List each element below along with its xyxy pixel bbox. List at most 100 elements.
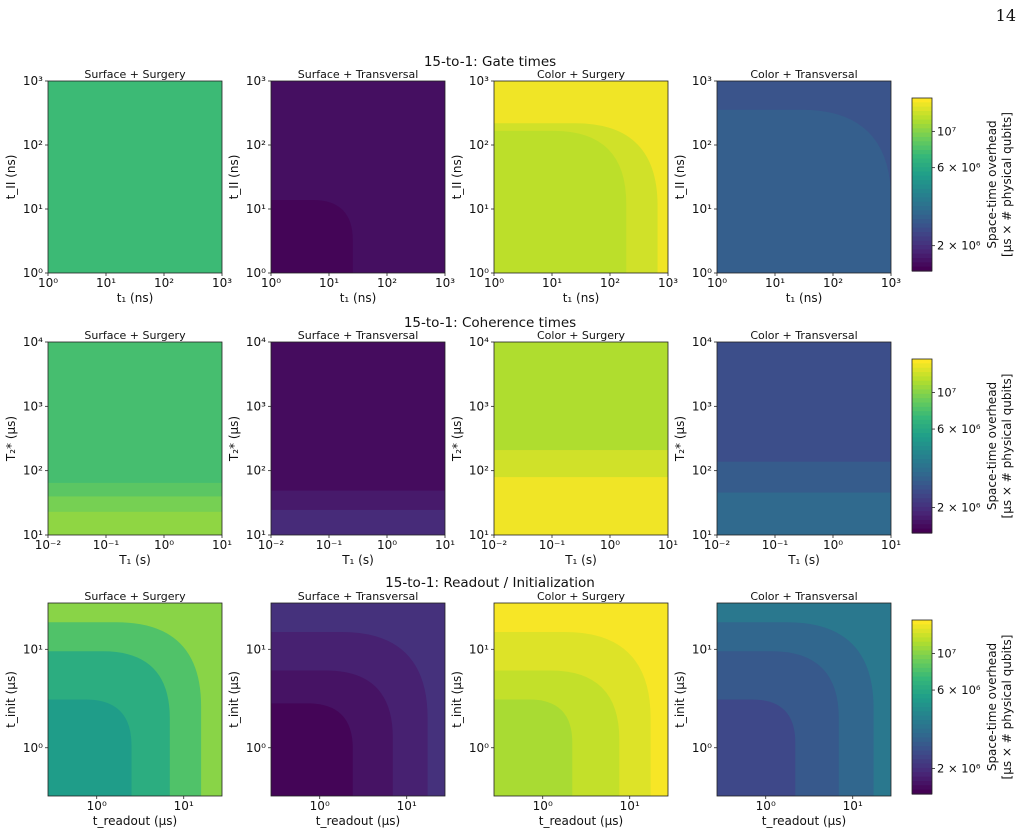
colorbar-frame — [911, 97, 933, 272]
x-axis-label: T₁ (s) — [118, 553, 151, 567]
heatmap-region — [494, 130, 627, 273]
colorbar-segment — [912, 785, 932, 791]
y-tick-label: 10¹ — [692, 528, 712, 542]
x-tick-label: 10¹ — [658, 538, 678, 552]
y-tick-label: 10⁰ — [23, 266, 43, 280]
colorbar-segment — [912, 789, 932, 795]
page-number: 14 — [995, 6, 1016, 25]
x-axis-label: T₁ (s) — [787, 553, 820, 567]
x-tick-label: 10³ — [212, 276, 232, 290]
heatmap-region — [271, 703, 353, 796]
colorbar-segment — [912, 620, 932, 625]
colorbar-segment — [912, 715, 932, 721]
colorbar-segment — [912, 493, 932, 499]
y-tick-label: 10² — [246, 138, 266, 152]
colorbar-segment — [912, 210, 932, 216]
y-tick-label: 10⁰ — [246, 266, 266, 280]
colorbar-segment — [912, 132, 932, 138]
colorbar-segment — [912, 110, 932, 116]
colorbar-segment — [912, 201, 932, 207]
y-tick-label: 10³ — [469, 74, 489, 88]
colorbar-segment — [912, 141, 932, 147]
colorbar-segment — [912, 685, 932, 691]
y-axis-label: t_II (ns) — [450, 155, 464, 200]
x-tick-label: 10¹ — [212, 538, 232, 552]
x-tick-label: 10⁰ — [756, 799, 776, 813]
x-tick-label: 10⁰ — [533, 799, 553, 813]
panel-frame — [47, 602, 223, 797]
colorbar-segment — [912, 214, 932, 220]
x-axis-label: t_readout (μs) — [93, 814, 177, 828]
x-tick-label: 10² — [600, 276, 620, 290]
y-axis-label: t_II (ns) — [673, 155, 687, 200]
x-axis-label: t_readout (μs) — [762, 814, 846, 828]
y-tick-label: 10² — [23, 138, 43, 152]
colorbar-segment — [912, 480, 932, 486]
colorbar-segment — [912, 737, 932, 743]
y-tick-label: 10¹ — [246, 642, 266, 656]
panel-frame — [493, 80, 669, 274]
colorbar-segment — [912, 772, 932, 778]
colorbar-segment — [912, 676, 932, 682]
y-tick-label: 10² — [246, 464, 266, 478]
heatmap-band — [48, 511, 222, 535]
y-tick-label: 10² — [469, 138, 489, 152]
x-tick-label: 10² — [154, 276, 174, 290]
colorbar-segment — [912, 188, 932, 194]
y-tick-label: 10¹ — [692, 202, 712, 216]
colorbar-segment — [912, 415, 932, 421]
colorbar-segment — [912, 162, 932, 168]
x-tick-label: 10⁰ — [600, 538, 620, 552]
colorbar-segment — [912, 227, 932, 233]
x-tick-label: 10³ — [658, 276, 678, 290]
colorbar-label-units: [μs × # physical qubits] — [1000, 635, 1014, 780]
panel-frame — [716, 80, 892, 274]
colorbar-segment — [912, 106, 932, 112]
x-tick-label: 10¹ — [96, 276, 116, 290]
colorbar-segment — [912, 385, 932, 391]
y-tick-label: 10² — [23, 464, 43, 478]
x-axis-label: T₁ (s) — [341, 553, 374, 567]
colorbar-tick-label: 10⁷ — [937, 647, 957, 661]
y-axis-label: t_init (μs) — [673, 671, 687, 728]
y-tick-label: 10¹ — [469, 528, 489, 542]
colorbar-segment — [912, 476, 932, 482]
colorbar-segment — [912, 258, 932, 263]
colorbar-segment — [912, 262, 932, 268]
colorbar-segment — [912, 245, 932, 250]
heatmap-region — [717, 699, 796, 796]
colorbar-segment — [912, 123, 932, 129]
colorbar-segment — [912, 463, 932, 469]
colorbar-segment — [912, 446, 932, 451]
colorbar-segment — [912, 363, 932, 369]
colorbar-segment — [912, 206, 932, 212]
colorbar-segment — [912, 759, 932, 765]
colorbar-tick-label: 2 × 10⁶ — [937, 501, 981, 515]
colorbar-segment — [912, 372, 932, 377]
heatmap-region — [48, 699, 132, 796]
x-tick-label: 10⁰ — [87, 799, 107, 813]
panel-frame — [270, 602, 446, 797]
x-tick-label: 10¹ — [397, 799, 417, 813]
colorbar-segment — [912, 432, 932, 438]
colorbar-segment — [912, 750, 932, 756]
colorbar-segment — [912, 411, 932, 417]
panel-title: Color + Surgery — [537, 68, 625, 81]
y-tick-label: 10⁰ — [692, 266, 712, 280]
heatmap-region — [494, 699, 573, 796]
y-tick-label: 10¹ — [692, 642, 712, 656]
x-tick-label: 10² — [377, 276, 397, 290]
y-axis-label: T₂* (μs) — [450, 416, 464, 462]
y-tick-label: 10¹ — [246, 528, 266, 542]
colorbar-segment — [912, 119, 932, 125]
colorbar-segment — [912, 459, 932, 464]
y-tick-label: 10⁰ — [469, 741, 489, 755]
x-tick-label: 10⁰ — [310, 799, 330, 813]
colorbar-segment — [912, 472, 932, 478]
heatmap-band — [717, 492, 891, 535]
colorbar-segment — [912, 519, 932, 525]
colorbar-segment — [912, 249, 932, 255]
colorbar-segment — [912, 776, 932, 782]
y-tick-label: 10³ — [23, 399, 43, 413]
panel-frame — [716, 602, 892, 797]
